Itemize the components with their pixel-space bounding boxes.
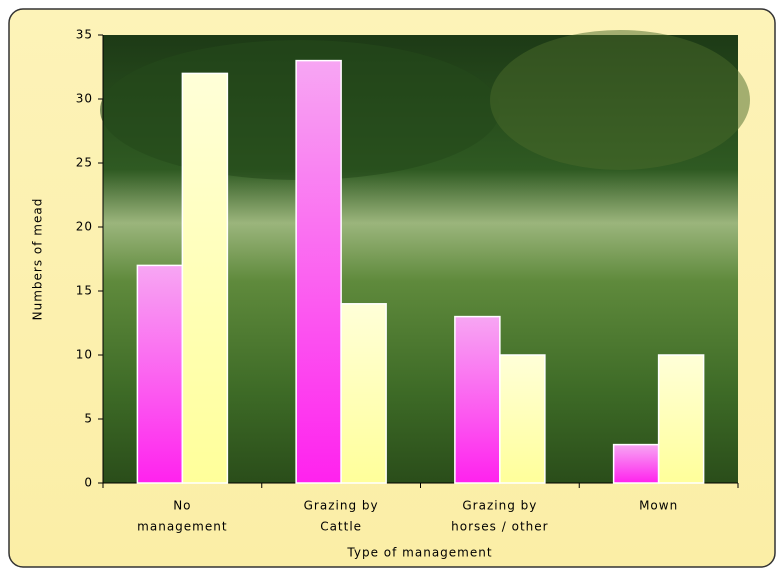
bar [455,317,500,483]
chart: Type of management Numbers of mead 0 5 10 1… [0,0,784,573]
bar [614,445,659,483]
y-tick-label: 30 [76,92,93,106]
x-tick-label: No [173,499,191,513]
x-tick-label: horses / other [451,520,548,534]
x-tick-label: management [137,520,227,534]
y-axis-label: Numbers of mead [31,198,45,321]
y-tick-label: 15 [76,284,93,298]
bar [182,73,227,483]
x-tick-label: Cattle [320,520,362,534]
x-tick-label: Grazing by [304,499,379,513]
bar [137,265,182,483]
y-tick-label: 20 [76,220,93,234]
x-tick-label: Grazing by [462,499,537,513]
bar [296,61,341,483]
y-tick-label: 0 [84,476,93,490]
y-tick-label: 25 [76,156,93,170]
y-tick-label: 10 [76,348,93,362]
bar [341,304,386,483]
bar [659,355,704,483]
y-tick-label: 35 [76,28,93,42]
y-tick-label: 5 [84,412,93,426]
bar [500,355,545,483]
x-tick-label: Mown [639,499,678,513]
x-axis-label: Type of management [346,546,492,560]
photo-hill [490,30,750,170]
